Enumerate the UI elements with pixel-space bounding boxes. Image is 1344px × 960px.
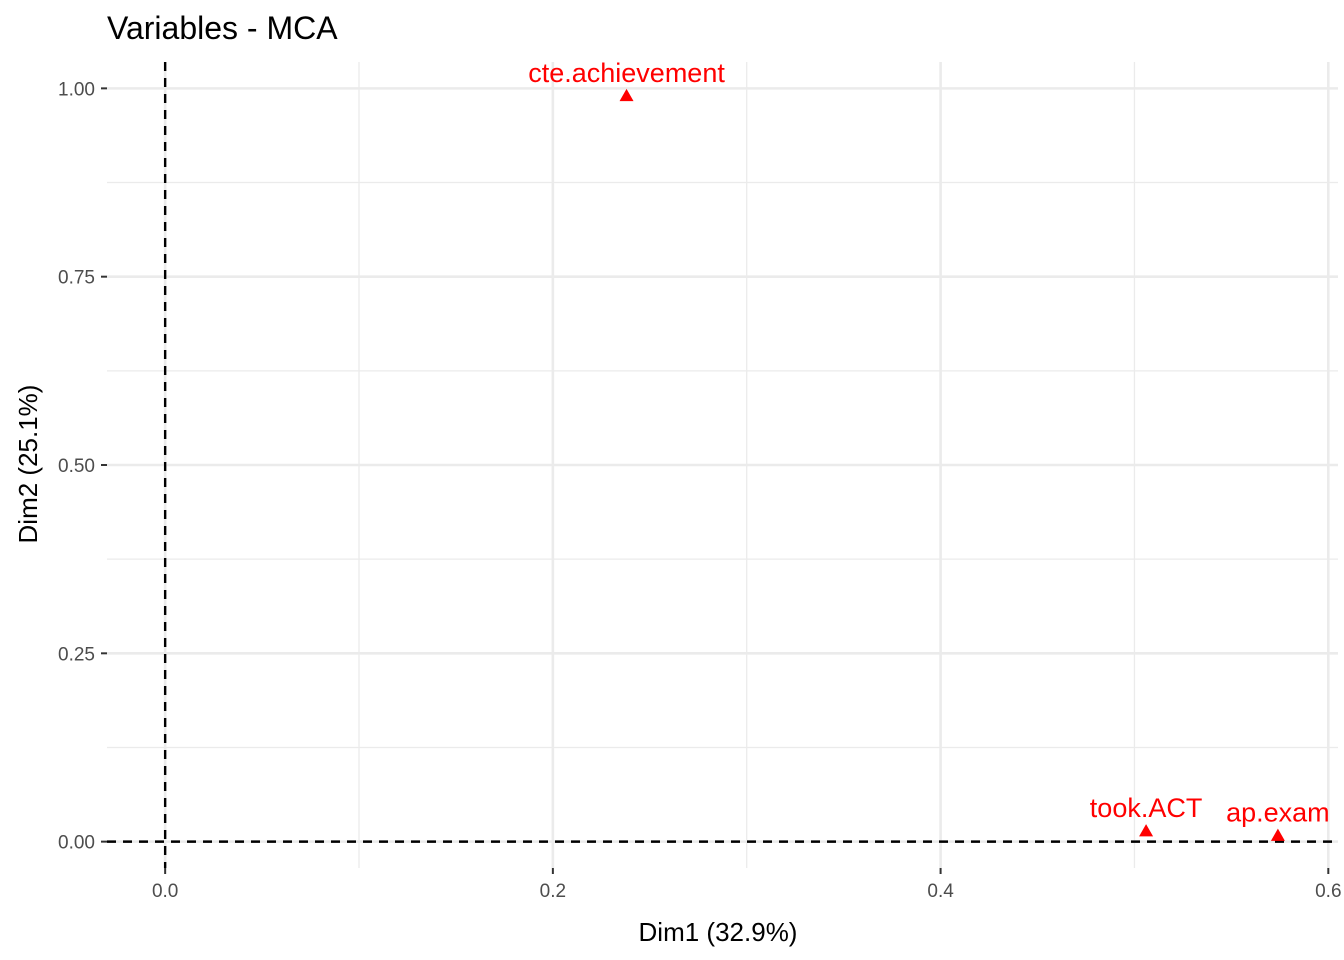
x-axis-title: Dim1 (32.9%)	[639, 917, 798, 947]
point-marker	[1139, 824, 1154, 837]
x-axis-ticks: 0.0 0.2 0.4 0.6	[152, 868, 1342, 902]
point-marker	[619, 88, 634, 102]
y-tick-label: 0.25	[58, 644, 95, 665]
point-marker	[1270, 828, 1285, 841]
point-label: ap.exam	[1226, 798, 1330, 828]
x-tick-label: 0.2	[540, 881, 566, 902]
x-tick-label: 0.4	[927, 881, 954, 902]
x-tick-label: 0.6	[1315, 881, 1341, 902]
reference-lines	[107, 62, 1338, 868]
chart-title: Variables - MCA	[107, 10, 338, 46]
data-points: cte.achievement took.ACT ap.exam	[528, 58, 1330, 841]
y-tick-label: 0.50	[58, 456, 95, 477]
y-tick-label: 1.00	[58, 79, 95, 100]
y-axis-ticks: 0.00 0.25 0.50 0.75 1.00	[58, 79, 107, 854]
y-tick-label: 0.00	[58, 833, 95, 854]
x-tick-label: 0.0	[152, 881, 178, 902]
y-axis-title: Dim2 (25.1%)	[13, 385, 43, 544]
point-label: cte.achievement	[528, 58, 725, 88]
point-label: took.ACT	[1090, 793, 1203, 823]
y-tick-label: 0.75	[58, 268, 95, 289]
